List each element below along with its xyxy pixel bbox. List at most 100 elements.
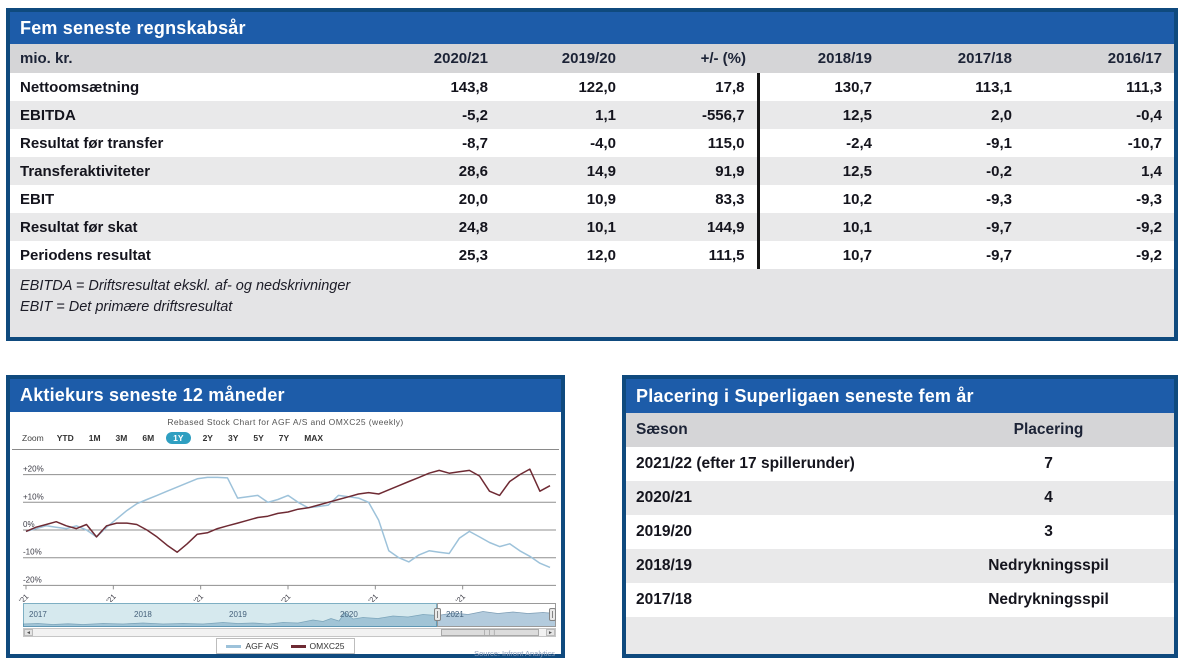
cell: -9,2 <box>1024 213 1174 241</box>
svg-text:0%: 0% <box>23 520 35 529</box>
table-row: 2020/21 4 <box>626 481 1174 515</box>
price-plot: +20% +10% 0% -10% -20% Jan '21 Mar '21 May '21 J… <box>10 465 556 602</box>
financials-title: Fem seneste regnskabsår <box>10 12 1174 44</box>
zoom-option-1M[interactable]: 1M <box>88 433 101 443</box>
cell: -9,7 <box>884 213 1024 241</box>
chart-separator <box>12 449 559 450</box>
zoom-option-3Y[interactable]: 3Y <box>227 433 239 443</box>
cell: 25,3 <box>458 246 488 264</box>
cell: 130,7 <box>834 78 872 96</box>
chart-scrollbar[interactable]: ◄ | | | ► <box>23 628 556 637</box>
cell: -4,0 <box>590 134 616 152</box>
zoom-option-6M[interactable]: 6M <box>142 433 155 443</box>
cell: -9,3 <box>1136 190 1162 208</box>
zoom-option-7Y[interactable]: 7Y <box>278 433 290 443</box>
navigator-mask <box>23 603 437 627</box>
navigator-right-handle[interactable] <box>549 608 556 621</box>
placement-header: Placering <box>924 413 1174 447</box>
cell: -0,2 <box>884 157 1024 185</box>
cell: -2,4 <box>846 134 872 152</box>
col-header: +/- (%) <box>628 44 758 73</box>
cell: -8,7 <box>462 134 488 152</box>
col-header: 2016/17 <box>1024 44 1174 73</box>
zoom-label: Zoom <box>22 433 44 443</box>
cell: 12,5 <box>758 157 884 185</box>
cell: 122,0 <box>578 78 616 96</box>
cell: 144,9 <box>628 213 760 241</box>
svg-text:May '21: May '21 <box>180 592 205 602</box>
cell: Transferaktiviteter <box>10 157 368 185</box>
superliga-title: Placering i Superligaen seneste fem år <box>626 379 1174 413</box>
cell: -9,7 <box>986 246 1012 264</box>
financials-panel: Fem seneste regnskabsår mio. kr. 2020/21… <box>6 8 1178 341</box>
svg-text:Jan '21: Jan '21 <box>10 592 30 602</box>
table-row: EBITDA -5,2 1,1 -556,7 12,5 2,0 -0,4 <box>10 101 1174 129</box>
cell: 111,5 <box>628 241 760 269</box>
cell: 1,4 <box>1024 157 1174 185</box>
cell: 10,1 <box>758 213 884 241</box>
cell: 2021/22 (efter 17 spillerunder) <box>626 447 924 481</box>
legend-series-label: OMXC25 <box>309 641 345 651</box>
chart-legend: AGF A/S OMXC25 <box>10 638 561 654</box>
cell: -9,1 <box>986 134 1012 152</box>
cell: Nedrykningsspil <box>924 549 1174 583</box>
note-ebitda: EBITDA = Driftsresultat ekskl. af- og ne… <box>20 278 351 294</box>
financials-notes: EBITDA = Driftsresultat ekskl. af- og ne… <box>10 269 1174 337</box>
unit-header: mio. kr. <box>10 44 368 73</box>
cell: Resultat før transfer <box>20 134 164 152</box>
table-row: 2017/18 Nedrykningsspil <box>626 583 1174 617</box>
table-row: Resultat før skat 24,8 10,1 144,9 10,1 -9,7 -9… <box>10 213 1174 241</box>
cell: 2020/21 <box>626 481 924 515</box>
svg-text:-10%: -10% <box>23 548 42 557</box>
svg-text:+20%: +20% <box>23 465 44 474</box>
cell: 1,1 <box>500 101 628 129</box>
legend-swatch-icon <box>226 644 242 648</box>
stock-chart: Rebased Stock Chart for AGF A/S and OMXC… <box>10 412 561 658</box>
table-row: EBIT 20,0 10,9 83,3 10,2 -9,3 -9,3 <box>10 185 1174 213</box>
cell: 143,8 <box>450 78 488 96</box>
navigator-year-label: 2021 <box>446 610 464 619</box>
note-ebit: EBIT = Det primære driftsresultat <box>20 299 233 315</box>
col-header: 2019/20 <box>500 44 628 73</box>
legend-box: AGF A/S OMXC25 <box>216 638 355 654</box>
cell: 2017/18 <box>626 583 924 617</box>
financials-header-row: mio. kr. 2020/21 2019/20 +/- (%) 2018/19… <box>10 44 1174 73</box>
svg-text:Nov '21: Nov '21 <box>443 592 467 602</box>
scrollbar-thumb[interactable]: | | | <box>441 629 539 636</box>
zoom-option-3M[interactable]: 3M <box>115 433 128 443</box>
season-header: Sæson <box>626 413 924 447</box>
cell: 10,1 <box>500 213 628 241</box>
zoom-option-1Y[interactable]: 1Y <box>166 432 191 444</box>
zoom-option-5Y[interactable]: 5Y <box>253 433 264 443</box>
scroll-right-icon[interactable]: ► <box>546 629 555 636</box>
cell: 4 <box>924 481 1174 515</box>
cell: 3 <box>924 515 1174 549</box>
zoom-option-MAX[interactable]: MAX <box>304 433 324 443</box>
cell: 10,9 <box>586 190 616 208</box>
financials-table-body: Nettoomsætning 143,8 122,0 17,8 130,7 113,1 11… <box>10 73 1174 269</box>
cell: 113,1 <box>975 78 1012 96</box>
cell: -556,7 <box>628 101 760 129</box>
col-header: 2020/21 <box>368 44 500 73</box>
scroll-left-icon[interactable]: ◄ <box>24 629 33 636</box>
col-header: 2017/18 <box>884 44 1024 73</box>
legend-swatch-icon <box>290 644 306 648</box>
zoom-option-2Y[interactable]: 2Y <box>202 433 213 443</box>
svg-text:Jul '21: Jul '21 <box>271 592 293 602</box>
cell: Nettoomsætning <box>20 78 140 96</box>
table-row: 2018/19 Nedrykningsspil <box>626 549 1174 583</box>
chart-navigator[interactable]: 2017 2018 2019 2020 2021 <box>22 603 557 628</box>
table-row: 2019/20 3 <box>626 515 1174 549</box>
financials-table: mio. kr. 2020/21 2019/20 +/- (%) 2018/19… <box>10 44 1174 269</box>
cell: 83,3 <box>628 185 760 213</box>
table-row: Transferaktiviteter 28,6 14,9 91,9 12,5 -0,2 1… <box>10 157 1174 185</box>
svg-text:Mar '21: Mar '21 <box>94 592 118 602</box>
cell: 14,9 <box>500 157 628 185</box>
zoom-options: YTD 1M 3M 6M 1Y 2Y 3Y 5Y 7Y MAX <box>54 432 326 444</box>
superliga-table-body: 2021/22 (efter 17 spillerunder) 7 2020/21 4… <box>626 447 1174 617</box>
cell: 20,0 <box>458 190 488 208</box>
navigator-year-label: 2018 <box>134 610 152 619</box>
zoom-option-YTD[interactable]: YTD <box>56 433 74 443</box>
navigator-left-handle[interactable] <box>434 608 441 621</box>
